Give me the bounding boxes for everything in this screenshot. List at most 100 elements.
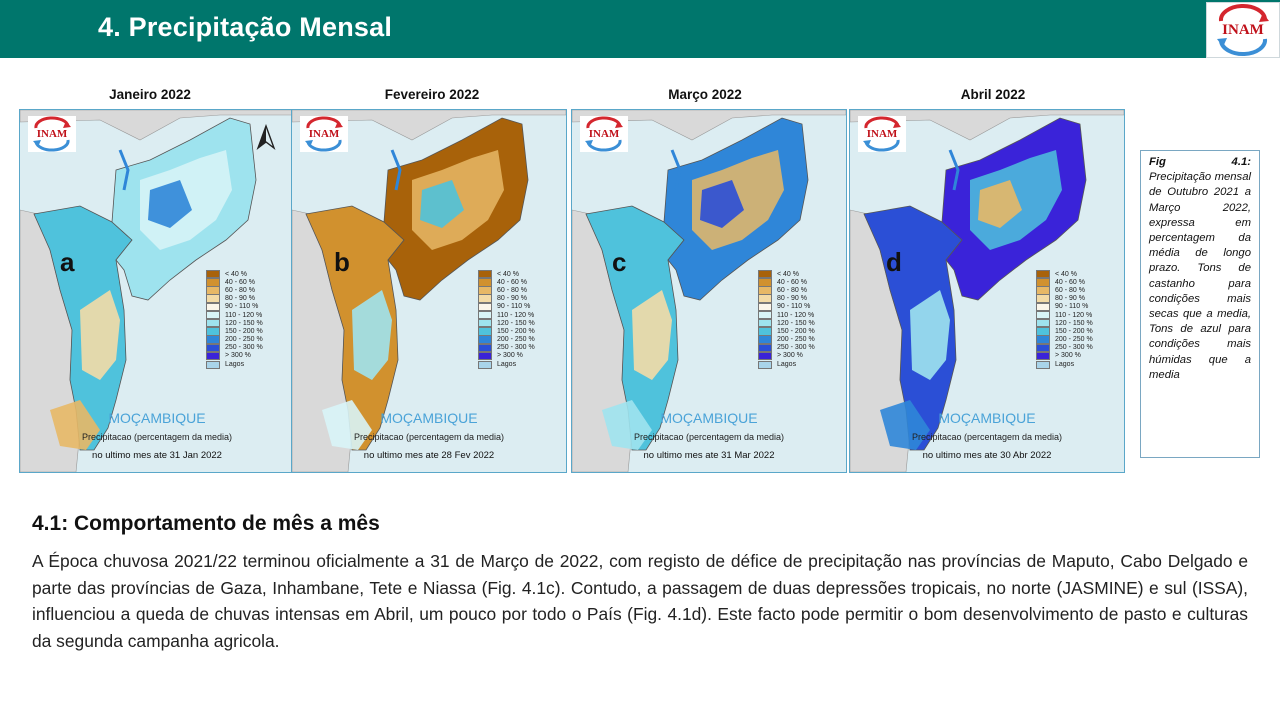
- legend-label: 250 - 300 %: [225, 344, 263, 352]
- panel-inam-logo: INAM: [858, 116, 906, 152]
- mozambique-map: [292, 110, 566, 472]
- legend-item: 40 - 60 %: [758, 278, 842, 287]
- map-subtitle: Precipitacao (percentagem da media): [353, 432, 505, 442]
- legend-swatch: [1036, 294, 1050, 303]
- legend-item: 200 - 250 %: [1036, 335, 1120, 344]
- panel-inam-logo: INAM: [580, 116, 628, 152]
- legend-label: 200 - 250 %: [497, 336, 535, 344]
- legend-label: 40 - 60 %: [225, 278, 255, 286]
- legend-label: 90 - 110 %: [225, 303, 259, 311]
- legend-item: 200 - 250 %: [478, 335, 562, 344]
- legend-label: 80 - 90 %: [1055, 295, 1085, 303]
- legend-label: 80 - 90 %: [777, 295, 807, 303]
- legend-item: 120 - 150 %: [206, 318, 290, 328]
- legend-label: 250 - 300 %: [1055, 344, 1093, 352]
- country-label: MOÇAMBIQUE: [938, 410, 1036, 426]
- map-subtitle: Precipitacao (percentagem da media): [911, 432, 1063, 442]
- legend-swatch: [758, 286, 772, 295]
- legend-label: 120 - 150 %: [497, 319, 535, 327]
- legend-label: Lagos: [777, 360, 797, 368]
- legend-label: 40 - 60 %: [777, 278, 807, 286]
- legend-item: 80 - 90 %: [758, 294, 842, 303]
- legend-item: 120 - 150 %: [478, 318, 562, 328]
- legend-swatch: [1036, 302, 1050, 312]
- legend-item: 60 - 80 %: [478, 286, 562, 295]
- legend-label: > 300 %: [497, 352, 523, 360]
- legend-item: 40 - 60 %: [1036, 278, 1120, 287]
- legend-label: 200 - 250 %: [225, 336, 263, 344]
- legend-swatch: [478, 360, 492, 370]
- legend-swatch: [206, 327, 220, 336]
- legend-swatch: [758, 327, 772, 336]
- legend-label: > 300 %: [225, 352, 251, 360]
- inam-logo: INAM: [1206, 2, 1280, 58]
- logo-arrows-icon: [33, 116, 71, 152]
- panel-inam-logo: INAM: [300, 116, 348, 152]
- legend-item: 250 - 300 %: [478, 343, 562, 353]
- legend-label: Lagos: [225, 360, 245, 368]
- legend-swatch: [206, 343, 220, 353]
- legend-item: 90 - 110 %: [758, 302, 842, 312]
- legend-item: Lagos: [206, 360, 290, 370]
- legend-swatch: [1036, 269, 1050, 279]
- legend-item: 120 - 150 %: [758, 318, 842, 328]
- legend-item: 110 - 120 %: [206, 310, 290, 320]
- map-title: Abril 2022: [960, 87, 1026, 102]
- legend-swatch: [206, 310, 220, 320]
- legend-item: < 40 %: [478, 269, 562, 279]
- legend-swatch: [478, 269, 492, 279]
- map-title: Março 2022: [668, 87, 742, 102]
- legend-label: 150 - 200 %: [777, 327, 815, 335]
- map-panel-a: INAM a < 40 % 40 - 60 % 60 - 80 % 80 - 90 % 90…: [19, 109, 295, 473]
- map-subtitle: Precipitacao (percentagem da media): [633, 432, 785, 442]
- map-date: no ultimo mes ate 28 Fev 2022: [363, 450, 495, 461]
- figure-caption: Fig 4.1: Precipitação mensal de Outubro …: [1140, 150, 1260, 458]
- legend-swatch: [758, 351, 772, 361]
- legend-swatch: [478, 286, 492, 295]
- legend-swatch: [1036, 335, 1050, 344]
- caption-fig-label: Fig 4.1:: [1149, 156, 1251, 168]
- logo-arrows-icon: [585, 116, 623, 152]
- section-heading: 4.1: Comportamento de mês a mês: [32, 512, 380, 535]
- legend-label: < 40 %: [1055, 270, 1077, 278]
- legend-item: Lagos: [758, 360, 842, 370]
- legend-item: 120 - 150 %: [1036, 318, 1120, 328]
- legend-swatch: [206, 269, 220, 279]
- legend-swatch: [206, 351, 220, 361]
- logo-text: INAM: [308, 128, 340, 140]
- legend-swatch: [1036, 318, 1050, 328]
- legend-item: 150 - 200 %: [206, 327, 290, 336]
- legend-swatch: [478, 343, 492, 353]
- legend-label: 40 - 60 %: [497, 278, 527, 286]
- legend-item: 250 - 300 %: [1036, 343, 1120, 353]
- legend-item: < 40 %: [758, 269, 842, 279]
- legend-label: 120 - 150 %: [225, 319, 263, 327]
- legend-swatch: [758, 360, 772, 370]
- legend-item: 80 - 90 %: [1036, 294, 1120, 303]
- legend-item: < 40 %: [1036, 269, 1120, 279]
- legend-item: 40 - 60 %: [206, 278, 290, 287]
- legend-label: 110 - 120 %: [1055, 311, 1093, 319]
- legend-swatch: [1036, 360, 1050, 370]
- panel-inam-logo: INAM: [28, 116, 76, 152]
- legend-swatch: [478, 318, 492, 328]
- legend-swatch: [758, 294, 772, 303]
- map-title: Janeiro 2022: [109, 87, 191, 102]
- map-legend: < 40 % 40 - 60 % 60 - 80 % 80 - 90 % 90 - 11…: [1036, 269, 1120, 370]
- legend-swatch: [758, 335, 772, 344]
- legend-label: 250 - 300 %: [777, 344, 815, 352]
- panel-letter: a: [60, 247, 75, 277]
- map-date: no ultimo mes ate 31 Mar 2022: [643, 450, 775, 461]
- legend-swatch: [1036, 310, 1050, 320]
- legend-item: < 40 %: [206, 269, 290, 279]
- legend-item: 250 - 300 %: [758, 343, 842, 353]
- legend-swatch: [206, 294, 220, 303]
- legend-label: < 40 %: [777, 270, 799, 278]
- legend-label: 150 - 200 %: [1055, 327, 1093, 335]
- legend-label: < 40 %: [497, 270, 519, 278]
- legend-label: 60 - 80 %: [1055, 286, 1085, 294]
- map-subtitle: Precipitacao (percentagem da media): [81, 432, 233, 442]
- legend-item: Lagos: [478, 360, 562, 370]
- legend-swatch: [1036, 278, 1050, 287]
- legend-swatch: [758, 278, 772, 287]
